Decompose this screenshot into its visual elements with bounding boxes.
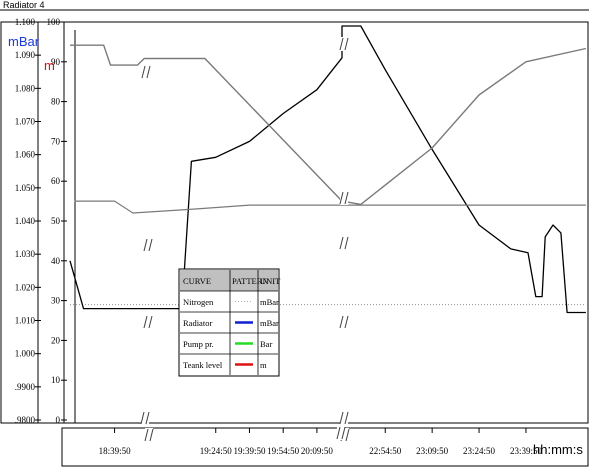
left-tick-label: 1.080 [15, 83, 36, 93]
time-axis-frame [61, 427, 589, 467]
left-tick-label: 1.070 [15, 117, 36, 127]
legend-curve-name: Radiator [183, 318, 212, 328]
time-tick-label: 23:39:50 [510, 446, 543, 456]
time-tick-label: 19:54:50 [267, 446, 300, 456]
break-marker [336, 426, 346, 440]
x-axis: 18:39:50 19:24:50 19:39:50 19:54:50 20:09:50… [99, 428, 543, 456]
legend-curve-name: Nitrogen [183, 297, 214, 307]
legend-unit: m [260, 360, 267, 370]
right-tick-label: 90 [51, 57, 61, 67]
left-tick-label: .9800 [15, 415, 36, 425]
mbar-unit-label: mBar [8, 34, 40, 49]
break-marker [143, 238, 153, 252]
time-axis-label: hh:mm:s [533, 442, 583, 457]
right-tick-label: 20 [51, 335, 61, 345]
break-markers [140, 37, 350, 442]
left-tick-label: 1.030 [15, 249, 36, 259]
chart-title: Radiator 4 [3, 0, 45, 10]
time-tick-label: 23:24:50 [463, 446, 496, 456]
left-tick-label: 1.090 [15, 50, 36, 60]
legend-header: UNIT [260, 276, 281, 286]
time-tick-label: 20:09:50 [301, 446, 334, 456]
break-marker [339, 191, 349, 205]
right-tick-label: 30 [51, 296, 61, 306]
series-line-radiator [69, 25, 586, 314]
series-line-teank-level [70, 44, 587, 206]
legend-curve-name: Pump pr. [183, 339, 214, 349]
right-tick-label: 0 [56, 415, 61, 425]
left-axis: 1.100 1.090 1.080 1.070 1.060 1.050 1.040 1.030… [15, 17, 41, 425]
legend-unit: mBar [260, 318, 279, 328]
right-tick-label: 60 [51, 176, 61, 186]
right-tick-label: 50 [51, 216, 61, 226]
chart-frames [0, 21, 589, 467]
left-tick-label: 1.050 [15, 183, 36, 193]
break-marker [339, 411, 349, 425]
break-marker [339, 37, 349, 51]
break-marker [339, 315, 349, 329]
time-tick-label: 22:54:50 [369, 446, 402, 456]
legend-curve-name: Teank level [183, 360, 223, 370]
curves [69, 25, 587, 314]
left-tick-label: 1.100 [15, 17, 36, 27]
break-marker [144, 428, 154, 442]
left-tick-label: 1.040 [15, 216, 36, 226]
time-tick-label: 23:09:50 [416, 446, 449, 456]
break-marker [339, 236, 349, 250]
time-tick-label: 19:24:50 [200, 446, 233, 456]
left-tick-label: 1.000 [15, 349, 36, 359]
right-tick-label: 10 [51, 375, 61, 385]
time-tick-label: 18:39:50 [99, 446, 132, 456]
break-marker [140, 411, 150, 425]
right-tick-label: 70 [51, 136, 61, 146]
break-marker [143, 315, 153, 329]
legend-header: CURVE [183, 276, 211, 286]
left-tick-label: .9900 [15, 382, 36, 392]
left-tick-label: 1.060 [15, 150, 36, 160]
right-tick-label: 100 [47, 17, 61, 27]
time-tick-label: 19:39:50 [233, 446, 266, 456]
left-tick-label: 1.020 [15, 282, 36, 292]
legend-unit: Bar [260, 339, 272, 349]
plot-frame [0, 21, 589, 424]
left-tick-label: 1.010 [15, 316, 36, 326]
break-marker [141, 65, 151, 79]
legend-header-bg [180, 270, 278, 291]
right-tick-label: 80 [51, 97, 61, 107]
m-unit-label: m [44, 58, 55, 73]
series-line-pump-pr [74, 200, 586, 214]
legend-header: PATTERN [232, 276, 269, 286]
legend-unit: mBar [260, 297, 279, 307]
right-tick-label: 40 [51, 256, 61, 266]
